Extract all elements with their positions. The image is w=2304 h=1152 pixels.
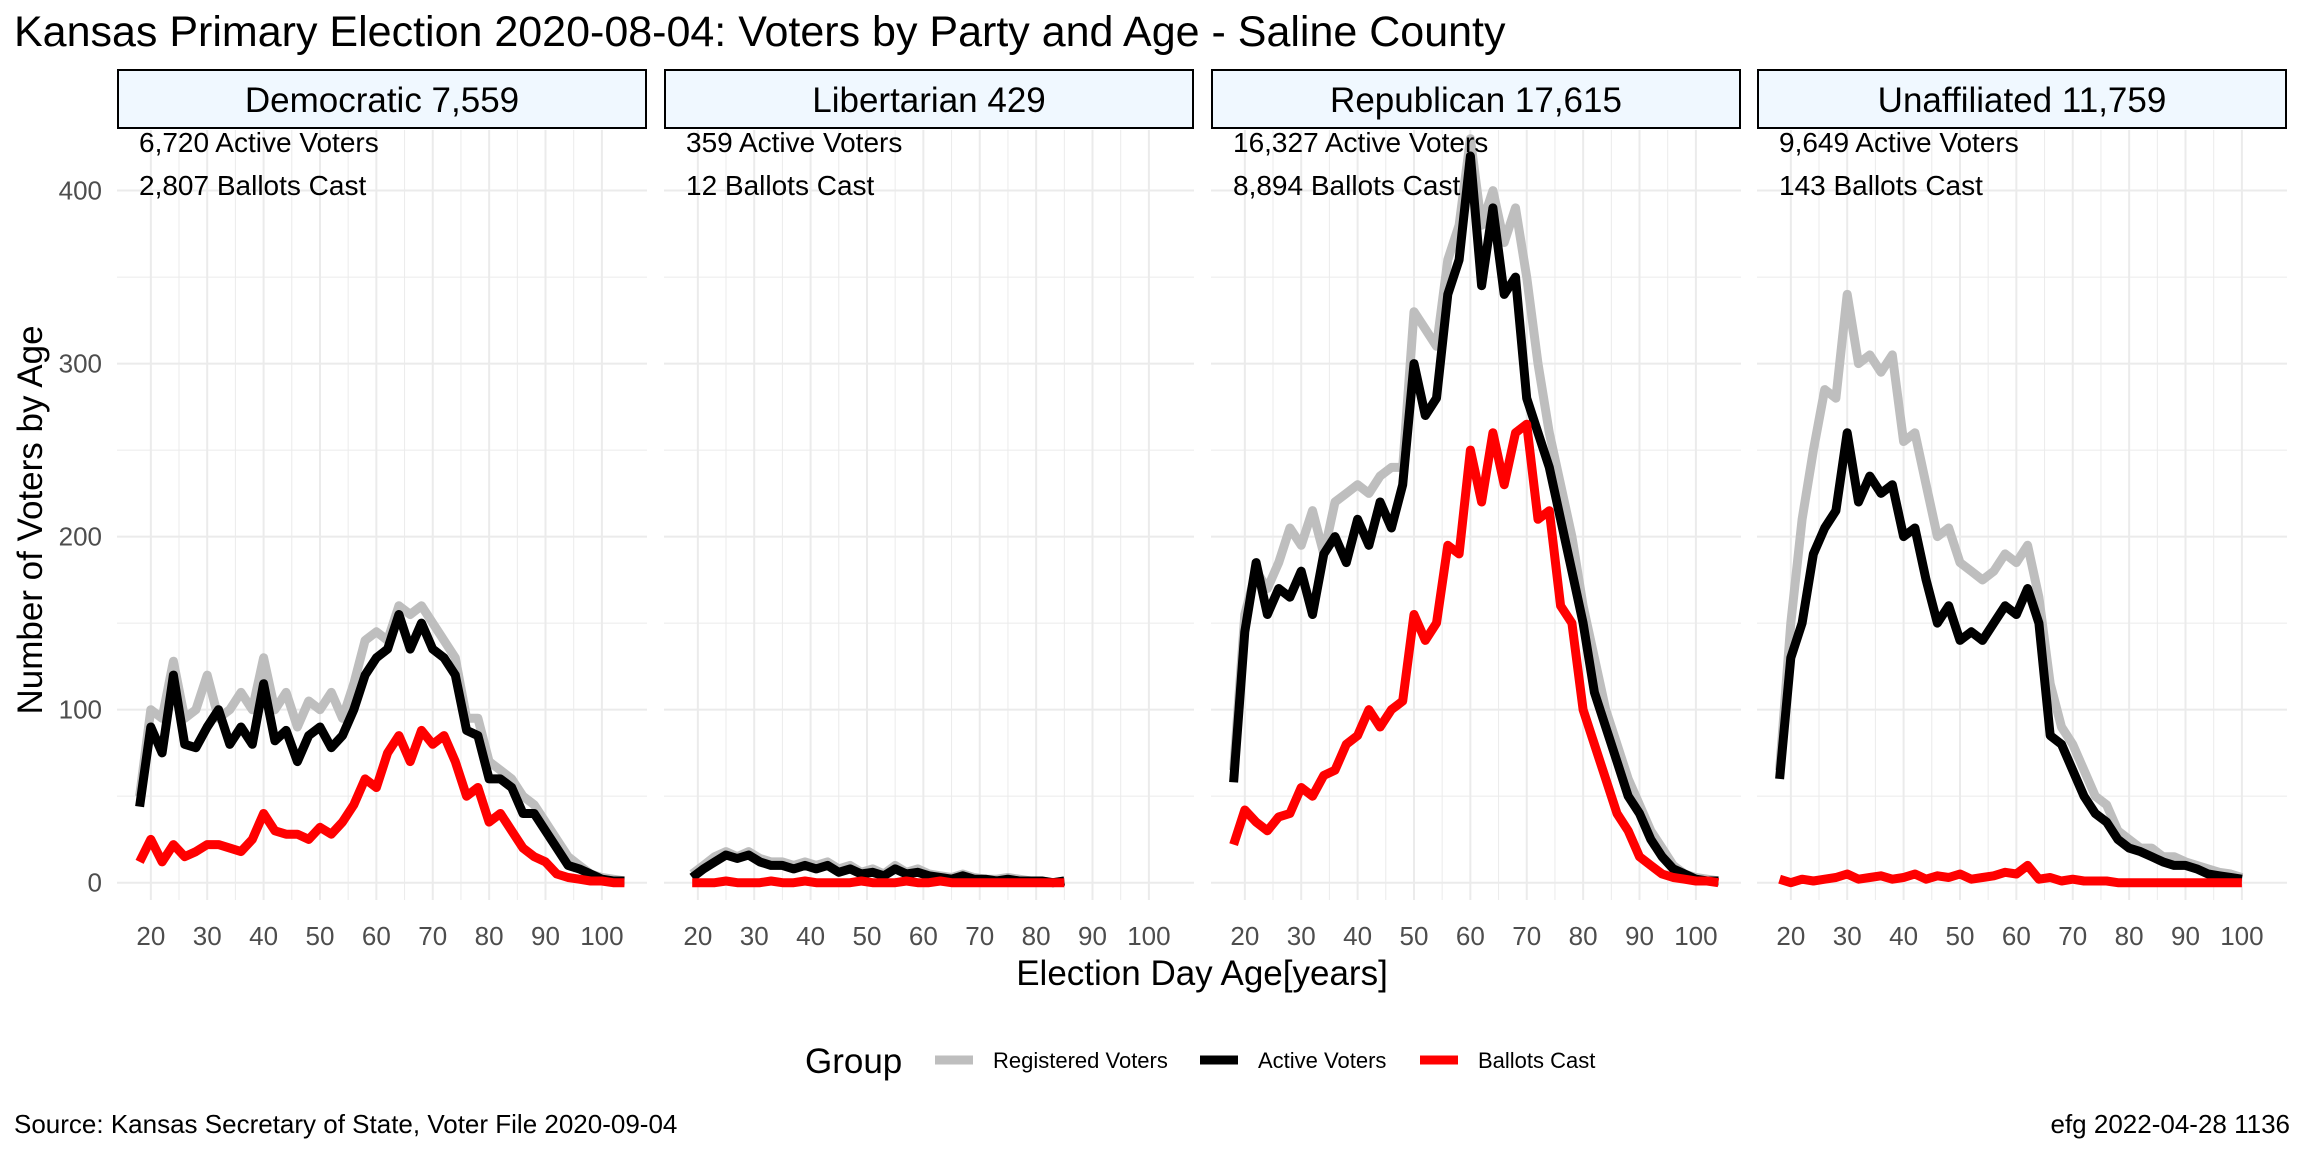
series-line-registered	[1775, 289, 2244, 882]
panel-0: Democratic 7,559 6,720 Active Voters 2,807…	[117, 69, 647, 951]
panel-annotation: 12 Ballots Cast	[686, 170, 875, 201]
legend-label-active: Active Voters	[1258, 1048, 1386, 1073]
x-tick-label: 30	[193, 921, 222, 951]
x-tick-label: 70	[965, 921, 994, 951]
series-line-ballots	[1778, 860, 2242, 888]
x-tick-label: 90	[1078, 921, 1107, 951]
x-tick-label: 30	[1287, 921, 1316, 951]
panel-annotation: 16,327 Active Voters	[1233, 127, 1488, 158]
y-axis-title: Number of Voters by Age	[11, 325, 50, 714]
panel-annotation: 143 Ballots Cast	[1779, 170, 1983, 201]
x-tick-label: 60	[2002, 921, 2031, 951]
x-tick-label: 50	[1946, 921, 1975, 951]
facet-strip	[664, 69, 1194, 129]
x-tick-label: 60	[362, 921, 391, 951]
panel-3: Unaffiliated 11,759 9,649 Active Voters 14…	[1757, 69, 2287, 951]
facet-strip	[1757, 69, 2287, 129]
legend-label-registered: Registered Voters	[993, 1048, 1168, 1073]
panel-annotation: 359 Active Voters	[686, 127, 902, 158]
facet-strip-label: Republican 17,615	[1330, 81, 1622, 120]
x-tick-label: 20	[683, 921, 712, 951]
x-tick-label: 30	[740, 921, 769, 951]
legend-label-ballots: Ballots Cast	[1478, 1048, 1595, 1073]
x-tick-label: 20	[1776, 921, 1805, 951]
series-line-active	[135, 610, 625, 886]
x-tick-label: 100	[1127, 921, 1170, 951]
x-tick-label: 100	[1674, 921, 1717, 951]
x-tick-label: 60	[1456, 921, 1485, 951]
x-tick-label: 60	[909, 921, 938, 951]
x-tick-label: 50	[306, 921, 335, 951]
x-tick-label: 20	[136, 921, 165, 951]
x-tick-label: 100	[580, 921, 623, 951]
facet-strip-label: Libertarian 429	[812, 81, 1046, 120]
panel-2: Republican 17,615 16,327 Active Voters 8,8…	[1211, 69, 1741, 951]
x-tick-label: 40	[796, 921, 825, 951]
x-tick-label: 70	[2058, 921, 2087, 951]
x-tick-label: 100	[2220, 921, 2263, 951]
y-tick-label: 100	[59, 695, 102, 725]
panel-1: Libertarian 429 359 Active Voters 12 Ballo…	[664, 69, 1194, 951]
series-line-active	[1229, 151, 1719, 886]
legend: Group Registered Voters Active Voters Ball…	[805, 1042, 1595, 1081]
x-tick-label: 90	[2171, 921, 2200, 951]
facet-strip	[1211, 69, 1741, 129]
x-tick-label: 70	[418, 921, 447, 951]
x-tick-label: 90	[531, 921, 560, 951]
legend-title: Group	[805, 1042, 902, 1081]
series-line-active	[1775, 428, 2243, 884]
x-tick-label: 50	[853, 921, 882, 951]
panels: Democratic 7,559 6,720 Active Voters 2,807…	[59, 69, 2287, 951]
x-tick-label: 50	[1400, 921, 1429, 951]
panel-annotation: 8,894 Ballots Cast	[1233, 170, 1460, 201]
x-tick-label: 40	[1343, 921, 1372, 951]
x-tick-label: 40	[249, 921, 278, 951]
facet-strip-label: Unaffiliated 11,759	[1878, 81, 2167, 120]
x-tick-label: 70	[1512, 921, 1541, 951]
x-tick-label: 30	[1833, 921, 1862, 951]
caption-credit: efg 2022-04-28 1136	[2051, 1109, 2291, 1139]
x-tick-label: 80	[1022, 921, 1051, 951]
x-tick-label: 80	[2115, 921, 2144, 951]
caption-source: Source: Kansas Secretary of State, Voter…	[14, 1109, 677, 1139]
x-tick-label: 20	[1230, 921, 1259, 951]
series-line-ballots	[135, 725, 625, 888]
y-tick-label: 0	[88, 868, 102, 898]
x-tick-label: 90	[1625, 921, 1654, 951]
panel-annotation: 9,649 Active Voters	[1779, 127, 2019, 158]
y-tick-label: 300	[59, 349, 102, 379]
panel-annotation: 2,807 Ballots Cast	[139, 170, 366, 201]
x-tick-label: 40	[1889, 921, 1918, 951]
x-tick-label: 80	[475, 921, 504, 951]
facet-strip-label: Democratic 7,559	[245, 81, 519, 120]
panel-annotation: 6,720 Active Voters	[139, 127, 379, 158]
chart-title: Kansas Primary Election 2020-08-04: Vote…	[14, 8, 1506, 56]
x-axis-title: Election Day Age[years]	[1016, 954, 1388, 993]
series-line-ballots	[1229, 419, 1720, 888]
series-line-ballots	[692, 876, 1065, 888]
facet-strip	[117, 69, 647, 129]
y-tick-label: 400	[59, 176, 102, 206]
y-tick-label: 200	[59, 522, 102, 552]
x-tick-label: 80	[1569, 921, 1598, 951]
